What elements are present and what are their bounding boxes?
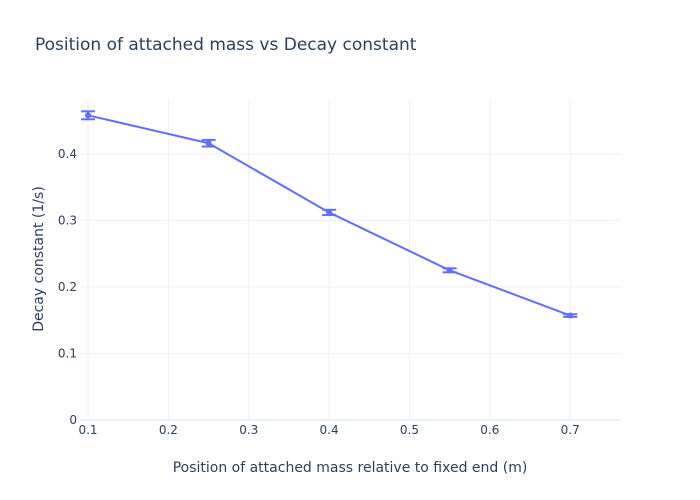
y-tick-label: 0.2 bbox=[58, 280, 77, 294]
y-axis-title: Decay constant (1/s) bbox=[31, 186, 47, 332]
data-point bbox=[205, 140, 212, 147]
x-axis-title: Position of attached mass relative to fi… bbox=[173, 460, 528, 476]
x-tick-label: 0.3 bbox=[239, 423, 258, 437]
x-tick-label: 0.2 bbox=[159, 423, 178, 437]
x-ticks: 0.1 0.2 0.3 0.4 0.5 0.6 0.7 bbox=[78, 423, 579, 437]
grid bbox=[80, 100, 620, 421]
y-tick-label: 0.1 bbox=[58, 346, 77, 360]
x-tick-label: 0.5 bbox=[400, 423, 419, 437]
x-tick-label: 0.4 bbox=[320, 423, 339, 437]
data-point bbox=[85, 112, 92, 119]
chart-title: Position of attached mass vs Decay const… bbox=[35, 35, 417, 55]
x-tick-label: 0.1 bbox=[78, 423, 97, 437]
data-point bbox=[326, 209, 333, 216]
y-ticks: 0 0.1 0.2 0.3 0.4 bbox=[58, 147, 77, 427]
series bbox=[81, 110, 578, 319]
y-tick-label: 0.3 bbox=[58, 213, 77, 227]
y-tick-label: 0.4 bbox=[58, 147, 77, 161]
data-point bbox=[446, 267, 453, 274]
y-tick-label: 0 bbox=[69, 413, 77, 427]
x-tick-label: 0.7 bbox=[561, 423, 580, 437]
x-tick-label: 0.6 bbox=[480, 423, 499, 437]
data-point bbox=[567, 312, 574, 319]
